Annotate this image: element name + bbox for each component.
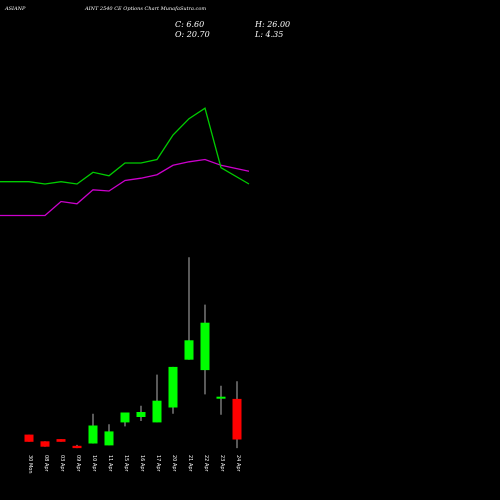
high-value: H: 26.00 bbox=[255, 20, 291, 29]
close-value: C: 6.60 bbox=[175, 20, 205, 29]
date-tick-label: 10 Apr bbox=[91, 455, 97, 473]
candle-up bbox=[168, 366, 178, 408]
date-tick-label: 24 Apr bbox=[235, 455, 241, 473]
candle-up bbox=[184, 340, 194, 360]
date-tick-label: 20 Apr bbox=[171, 455, 177, 473]
candle-down bbox=[40, 441, 50, 447]
date-tick-label: 22 Apr bbox=[203, 455, 209, 473]
date-tick-label: 23 Apr bbox=[219, 455, 225, 473]
date-tick-label: 30 Mon bbox=[27, 455, 33, 474]
date-tick-label: 15 Apr bbox=[123, 455, 129, 473]
candle-up bbox=[216, 396, 226, 399]
candle-up bbox=[200, 322, 210, 371]
ma-fast-line bbox=[0, 107, 250, 185]
symbol-label: ASIANP bbox=[5, 6, 26, 12]
candle-up bbox=[88, 425, 98, 444]
candle-up bbox=[152, 400, 162, 423]
candle-down bbox=[232, 398, 242, 440]
candle-up bbox=[136, 412, 146, 417]
date-tick-label: 17 Apr bbox=[155, 455, 161, 473]
date-tick-label: 09 Apr bbox=[75, 455, 81, 473]
candle-down bbox=[56, 439, 66, 442]
candle-up bbox=[120, 412, 130, 423]
ma-slow-line bbox=[0, 158, 250, 217]
date-tick-label: 16 Apr bbox=[139, 455, 145, 473]
date-tick-label: 08 Apr bbox=[43, 455, 49, 473]
candle-up bbox=[104, 431, 114, 446]
date-tick-label: 11 Apr bbox=[107, 455, 113, 473]
candle-down bbox=[24, 434, 34, 442]
date-tick-label: 03 Apr bbox=[59, 455, 65, 473]
candle-down bbox=[72, 445, 82, 449]
date-tick-label: 21 Apr bbox=[187, 455, 193, 473]
open-value: O: 20.70 bbox=[175, 30, 210, 39]
low-value: L: 4.35 bbox=[255, 30, 284, 39]
chart-subtitle: AINT 2540 CE Options Chart MunafaSutra.c… bbox=[85, 6, 207, 12]
